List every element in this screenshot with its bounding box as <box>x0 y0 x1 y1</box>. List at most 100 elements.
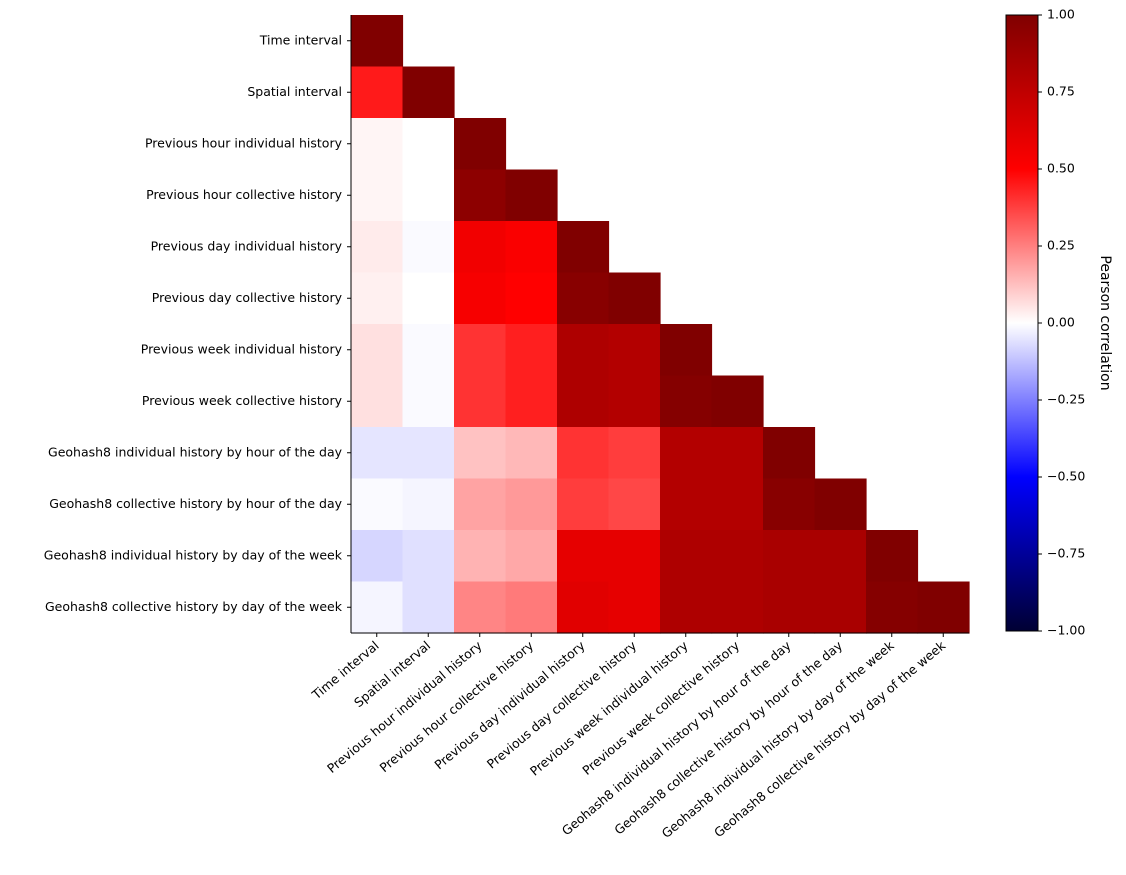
heatmap-cell-7-3 <box>505 375 558 428</box>
heatmap-cell-8-2 <box>454 427 507 480</box>
heatmap-cell-8-4 <box>557 427 610 480</box>
x-tick-label: Geohash8 collective history by day of th… <box>711 637 949 840</box>
heatmap-cell-10-2 <box>454 530 507 583</box>
x-tick-label: Geohash8 individual history by day of th… <box>659 637 898 841</box>
heatmap-cell-11-7 <box>711 581 764 634</box>
heatmap-cell-4-2 <box>454 221 507 274</box>
heatmap-cell-6-6 <box>660 324 713 377</box>
y-tick-label: Previous week collective history <box>142 393 343 408</box>
y-tick-label: Previous day individual history <box>151 238 343 253</box>
heatmap-cell-1-0 <box>351 66 404 119</box>
heatmap-cell-7-5 <box>608 375 661 428</box>
colorbar-ticks: 1.00 0.75 0.50 0.25 0.00 −0.25 −0.50 −0.75 −1.00 <box>1038 7 1085 638</box>
heatmap-cell-10-9 <box>814 530 867 583</box>
heatmap-cell-9-9 <box>814 478 867 531</box>
heatmap-cell-8-8 <box>763 427 816 480</box>
heatmap-cell-9-1 <box>402 478 455 531</box>
heatmap-cell-9-4 <box>557 478 610 531</box>
heatmap-cell-6-2 <box>454 324 507 377</box>
heatmap-cell-6-1 <box>402 324 455 377</box>
heatmap-cell-10-1 <box>402 530 455 583</box>
heatmap-cell-10-7 <box>711 530 764 583</box>
heatmap-cell-3-0 <box>351 169 404 222</box>
heatmap-cell-4-4 <box>557 221 610 274</box>
heatmap-cell-5-4 <box>557 272 610 325</box>
colorbar-gradient <box>1005 14 1039 632</box>
heatmap-cell-3-1 <box>402 169 455 222</box>
heatmap-cell-11-5 <box>608 581 661 634</box>
heatmap-cell-11-9 <box>814 581 867 634</box>
heatmap-cell-7-6 <box>660 375 713 428</box>
heatmap-cell-10-0 <box>351 530 404 583</box>
heatmap-cell-6-4 <box>557 324 610 377</box>
colorbar-tick-label: 0.00 <box>1047 315 1075 330</box>
heatmap-cell-3-2 <box>454 169 507 222</box>
heatmap-cell-9-5 <box>608 478 661 531</box>
heatmap-cell-10-10 <box>866 530 919 583</box>
y-tick-label: Previous hour collective history <box>146 187 342 202</box>
heatmap-cell-11-1 <box>402 581 455 634</box>
heatmap-cell-7-0 <box>351 375 404 428</box>
colorbar: 1.00 0.75 0.50 0.25 0.00 −0.25 −0.50 −0.75 −1.00… <box>1005 7 1113 638</box>
heatmap-cell-9-3 <box>505 478 558 531</box>
y-tick-label: Geohash8 collective history by day of th… <box>45 599 343 614</box>
heatmap-cell-9-0 <box>351 478 404 531</box>
colorbar-tick-label: 1.00 <box>1047 7 1075 22</box>
heatmap-cell-5-5 <box>608 272 661 325</box>
heatmap-cell-10-5 <box>608 530 661 583</box>
y-tick-label: Previous hour individual history <box>145 135 343 150</box>
y-tick-label: Geohash8 individual history by hour of t… <box>48 444 343 459</box>
heatmap-cell-11-6 <box>660 581 713 634</box>
heatmap-cell-2-1 <box>402 118 455 171</box>
heatmap-cell-1-1 <box>402 66 455 119</box>
colorbar-tick-label: 0.75 <box>1047 84 1075 99</box>
heatmap-cell-7-1 <box>402 375 455 428</box>
heatmap-cell-11-3 <box>505 581 558 634</box>
colorbar-label: Pearson correlation <box>1097 255 1113 390</box>
heatmap-cell-8-1 <box>402 427 455 480</box>
heatmap-axes <box>347 15 969 637</box>
heatmap-cell-7-4 <box>557 375 610 428</box>
heatmap-cell-0-0 <box>351 15 404 68</box>
heatmap-cell-8-0 <box>351 427 404 480</box>
heatmap-cell-9-2 <box>454 478 507 531</box>
y-tick-label: Spatial interval <box>247 84 342 99</box>
y-tick-label: Geohash8 collective history by hour of t… <box>49 496 342 511</box>
heatmap-cell-6-5 <box>608 324 661 377</box>
y-tick-label: Previous week individual history <box>141 341 343 356</box>
heatmap-cell-9-6 <box>660 478 713 531</box>
heatmap-cell-4-3 <box>505 221 558 274</box>
colorbar-tick-label: −0.50 <box>1047 469 1085 484</box>
y-tick-label: Time interval <box>259 32 342 47</box>
heatmap-cell-6-0 <box>351 324 404 377</box>
y-tick-labels: Time interval Spatial interval Previous ho… <box>44 32 343 614</box>
heatmap-cell-11-4 <box>557 581 610 634</box>
heatmap-cell-3-3 <box>505 169 558 222</box>
heatmap-cell-10-8 <box>763 530 816 583</box>
colorbar-tick-label: 0.50 <box>1047 161 1075 176</box>
heatmap-cell-5-2 <box>454 272 507 325</box>
heatmap-cell-10-3 <box>505 530 558 583</box>
heatmap-cell-4-1 <box>402 221 455 274</box>
heatmap-cell-11-8 <box>763 581 816 634</box>
heatmap-cell-5-1 <box>402 272 455 325</box>
heatmap-cell-11-10 <box>866 581 919 634</box>
heatmap-cell-8-6 <box>660 427 713 480</box>
heatmap-cell-11-11 <box>917 581 970 634</box>
heatmap-cell-11-2 <box>454 581 507 634</box>
heatmap-cell-8-7 <box>711 427 764 480</box>
heatmap-cell-5-3 <box>505 272 558 325</box>
heatmap-cell-2-2 <box>454 118 507 171</box>
heatmap-cell-9-7 <box>711 478 764 531</box>
heatmap-cell-7-2 <box>454 375 507 428</box>
colorbar-tick-label: −0.75 <box>1047 546 1085 561</box>
heatmap-cell-10-6 <box>660 530 713 583</box>
heatmap-cell-8-3 <box>505 427 558 480</box>
heatmap-cell-11-0 <box>351 581 404 634</box>
colorbar-tick-label: 0.25 <box>1047 238 1075 253</box>
y-tick-label: Previous day collective history <box>152 290 343 305</box>
heatmap-cell-4-0 <box>351 221 404 274</box>
heatmap-cell-2-0 <box>351 118 404 171</box>
